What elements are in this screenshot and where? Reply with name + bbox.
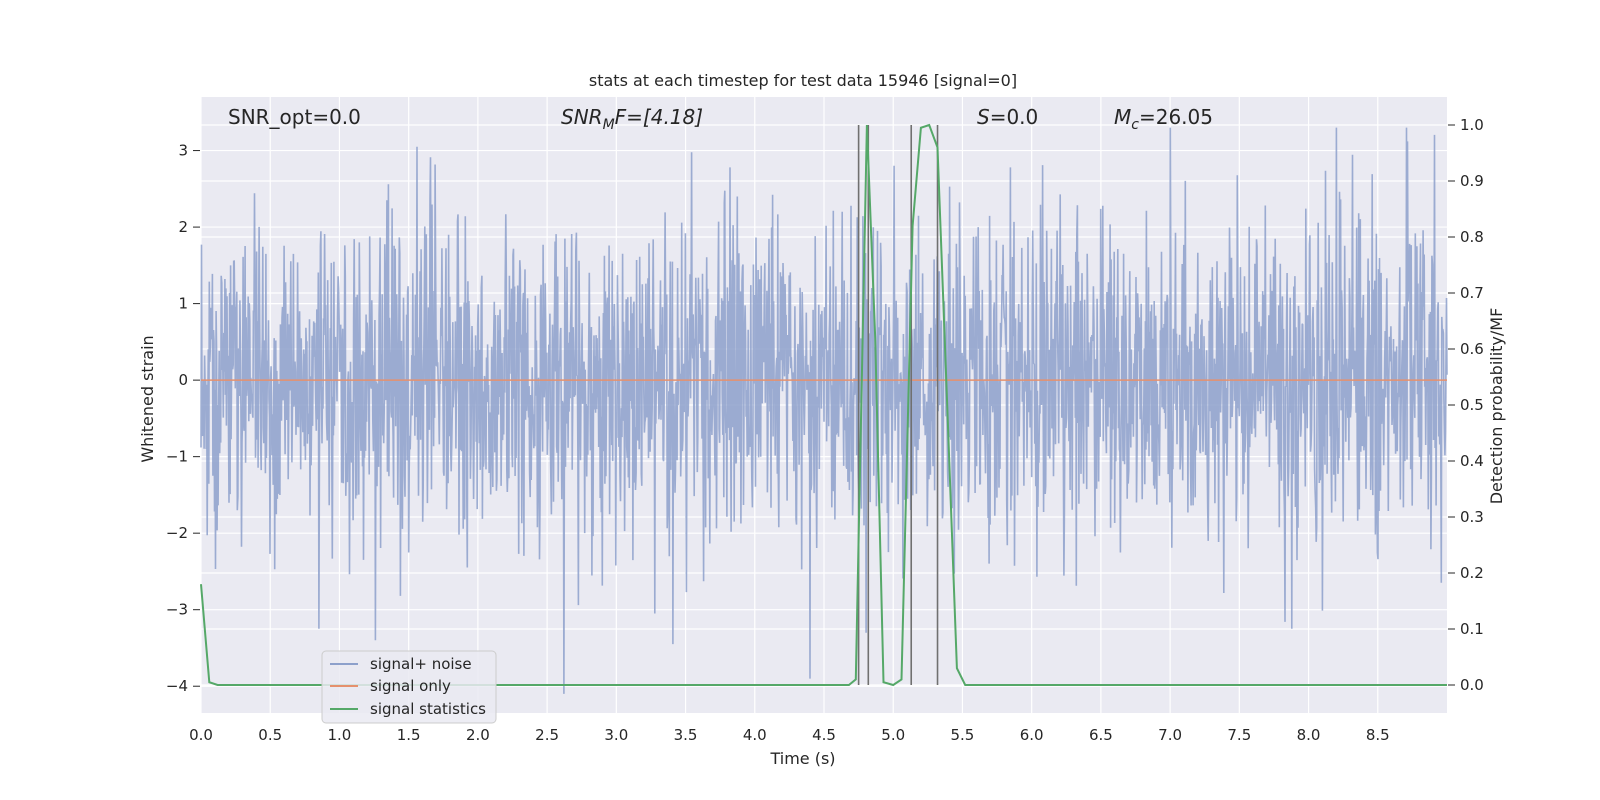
- x-tick-label: 5.0: [881, 726, 905, 744]
- y2-tick-label: 0.1: [1460, 620, 1484, 638]
- x-tick-label: 6.5: [1089, 726, 1113, 744]
- annotation-mc: Mc=26.05: [1114, 105, 1213, 133]
- annotation-snr-mf: SNRMF=[4.18]: [561, 105, 703, 133]
- signal-statistics-line: [200, 123, 1447, 687]
- y2-tick-label: 0.4: [1460, 452, 1484, 470]
- y-axis-label: Whitened strain: [138, 335, 157, 462]
- x-tick-label: 5.5: [951, 726, 975, 744]
- series-signal-statistics: [200, 123, 1447, 687]
- y2-tick-label: 0.8: [1460, 228, 1484, 246]
- legend-label-signal-noise: signal+ noise: [370, 655, 472, 673]
- x-tick-label: 4.0: [743, 726, 767, 744]
- x-tick-label: 8.5: [1366, 726, 1390, 744]
- x-tick-label: 3.5: [674, 726, 698, 744]
- y-tick-label: −4: [166, 677, 188, 695]
- x-tick-label: 0.0: [189, 726, 213, 744]
- x-tick-label: 1.5: [397, 726, 421, 744]
- legend: signal+ noise signal only signal statist…: [321, 650, 497, 724]
- x-tick-label: 6.0: [1020, 726, 1044, 744]
- annotation-s: S=0.0: [977, 105, 1038, 129]
- y2-tick-label: 0.2: [1460, 564, 1484, 582]
- y-tick-label: −1: [166, 448, 188, 466]
- x-tick-label: 7.5: [1227, 726, 1251, 744]
- y2-tick-label: 0.0: [1460, 676, 1484, 694]
- legend-label-signal-only: signal only: [370, 677, 451, 695]
- x-tick-label: 7.0: [1158, 726, 1182, 744]
- y-tick-label: 3: [178, 142, 188, 160]
- left-y-tick-labels: 3 2 1 0 −1 −2 −3 −4: [166, 142, 200, 695]
- y2-tick-label: 1.0: [1460, 116, 1484, 134]
- y2-axis-label: Detection probability/MF: [1487, 308, 1506, 505]
- x-tick-label: 3.0: [604, 726, 628, 744]
- signal-noise-line: [200, 127, 1448, 694]
- legend-box: [321, 650, 497, 724]
- x-tick-label: 2.5: [535, 726, 559, 744]
- y2-tick-label: 0.5: [1460, 396, 1484, 414]
- series-signal-noise: [200, 127, 1448, 694]
- right-y-tick-labels: 1.0 0.9 0.8 0.7 0.6 0.5 0.4 0.3 0.2 0.1 0.0: [1448, 116, 1484, 694]
- x-tick-label: 8.0: [1297, 726, 1321, 744]
- y2-tick-label: 0.3: [1460, 508, 1484, 526]
- y-tick-label: 0: [178, 371, 188, 389]
- x-axis-label: Time (s): [769, 749, 835, 768]
- y2-tick-label: 0.9: [1460, 172, 1484, 190]
- y2-tick-label: 0.7: [1460, 284, 1484, 302]
- vertical-markers: [857, 125, 939, 685]
- y-tick-label: −2: [166, 524, 188, 542]
- y-tick-label: −3: [166, 601, 188, 619]
- y-tick-label: 2: [178, 218, 188, 236]
- x-tick-label: 1.0: [328, 726, 352, 744]
- y-tick-label: 1: [178, 295, 188, 313]
- x-tick-label: 2.0: [466, 726, 490, 744]
- chart-title: stats at each timestep for test data 159…: [589, 71, 1017, 90]
- x-tick-labels: 0.0 0.5 1.0 1.5 2.0 2.5 3.0 3.5 4.0 4.5 5.0 5.5 6.0 6…: [189, 726, 1390, 744]
- legend-label-signal-statistics: signal statistics: [370, 700, 486, 718]
- x-tick-label: 4.5: [812, 726, 836, 744]
- x-tick-label: 0.5: [258, 726, 282, 744]
- y2-tick-label: 0.6: [1460, 340, 1484, 358]
- annotation-snr-opt: SNR_opt=0.0: [228, 105, 361, 129]
